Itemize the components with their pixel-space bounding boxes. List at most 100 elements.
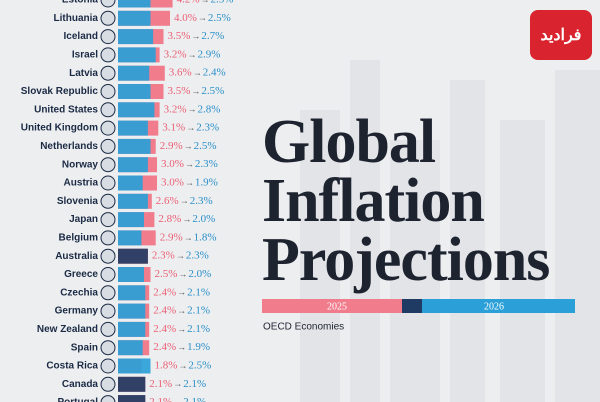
value-label: 2.1% bbox=[149, 378, 172, 390]
country-label: Austria bbox=[64, 178, 99, 189]
country-label: Belgium bbox=[59, 233, 99, 244]
flag bbox=[100, 267, 116, 282]
bar bbox=[118, 47, 156, 63]
legend-label: 2026 bbox=[484, 301, 504, 312]
flag bbox=[100, 102, 116, 118]
arrow: → bbox=[177, 342, 186, 352]
skyline bbox=[300, 60, 600, 402]
flag bbox=[100, 321, 116, 337]
value-label: 2.9% bbox=[160, 140, 183, 152]
arrow: → bbox=[201, 0, 210, 4]
arrow: → bbox=[191, 31, 200, 41]
country-label: Lithuania bbox=[54, 13, 99, 24]
value-label: 2.8% bbox=[198, 103, 221, 115]
arrow: → bbox=[182, 214, 191, 224]
value-label: 2.5% bbox=[188, 360, 211, 372]
bar bbox=[118, 395, 146, 402]
flag bbox=[100, 212, 116, 228]
arrow: → bbox=[185, 177, 194, 187]
flag bbox=[100, 376, 116, 392]
arrow: → bbox=[177, 324, 186, 334]
value-label: 3.0% bbox=[161, 177, 184, 189]
value-label: 3.5% bbox=[168, 85, 191, 97]
flag bbox=[100, 120, 116, 136]
value-label: 1.8% bbox=[155, 360, 178, 372]
country-label: Japan bbox=[69, 214, 98, 225]
value-label: 2.8% bbox=[158, 213, 181, 225]
bar bbox=[118, 65, 150, 81]
country-label: Greece bbox=[64, 269, 98, 280]
flag bbox=[100, 10, 116, 26]
flag bbox=[100, 285, 116, 301]
subtitle: OECD Economies bbox=[263, 322, 344, 333]
arrow: → bbox=[184, 141, 193, 151]
country-label: Netherlands bbox=[40, 141, 98, 152]
value-label: 2.4% bbox=[153, 341, 176, 353]
legend-swatch-2026 bbox=[412, 299, 575, 313]
value-label: 2.1% bbox=[187, 305, 210, 317]
country-label: Costa Rica bbox=[46, 361, 98, 372]
flag bbox=[100, 29, 116, 45]
value-label: 2.9% bbox=[160, 231, 183, 243]
flag bbox=[100, 84, 116, 99]
flag bbox=[100, 193, 116, 209]
bar bbox=[118, 10, 151, 26]
value-label: 3.1% bbox=[162, 122, 185, 134]
bar bbox=[118, 212, 144, 228]
country-label: Estonia bbox=[62, 0, 99, 6]
value-label: 2.3% bbox=[196, 122, 219, 134]
arrow: → bbox=[186, 122, 195, 132]
flag bbox=[100, 248, 116, 264]
legend-label: 2025 bbox=[327, 301, 347, 312]
arrow: → bbox=[177, 305, 186, 315]
arrow: → bbox=[198, 13, 207, 23]
bar bbox=[118, 175, 143, 191]
bar bbox=[118, 248, 148, 264]
country-label: Slovenia bbox=[57, 196, 99, 207]
country-label: Norway bbox=[62, 159, 99, 170]
arrow: → bbox=[193, 68, 202, 78]
value-label: 2.4% bbox=[153, 286, 176, 298]
legend-swatch-2025 bbox=[262, 299, 412, 313]
flag bbox=[100, 395, 116, 402]
bar bbox=[118, 29, 154, 45]
value-label: 2.5% bbox=[194, 140, 217, 152]
arrow: → bbox=[180, 196, 189, 206]
flag bbox=[100, 230, 116, 246]
arrow: → bbox=[191, 86, 200, 96]
bar bbox=[118, 138, 151, 154]
value-label: 4.2% bbox=[177, 0, 200, 6]
value-label: 2.6% bbox=[156, 195, 179, 207]
arrow: → bbox=[178, 360, 187, 370]
value-label: 2.1% bbox=[183, 396, 206, 402]
bar bbox=[118, 321, 146, 337]
country-label: Iceland bbox=[64, 31, 98, 42]
value-label: 2.5% bbox=[211, 0, 234, 6]
country-label: United States bbox=[34, 104, 98, 115]
bar bbox=[118, 84, 151, 99]
value-label: 2.4% bbox=[153, 323, 176, 335]
flag bbox=[100, 157, 116, 173]
value-label: 2.3% bbox=[195, 158, 218, 170]
bar bbox=[118, 157, 148, 173]
flag bbox=[100, 0, 116, 8]
flag bbox=[100, 65, 116, 81]
arrow: → bbox=[173, 379, 182, 389]
bar bbox=[118, 120, 148, 136]
arrow: → bbox=[173, 397, 182, 402]
flag bbox=[100, 138, 116, 154]
value-label: 3.6% bbox=[169, 67, 192, 79]
flag bbox=[100, 175, 116, 191]
arrow: → bbox=[188, 104, 197, 114]
bar bbox=[118, 102, 155, 118]
arrow: → bbox=[178, 269, 187, 279]
value-label: 4.0% bbox=[174, 12, 197, 24]
value-label: 1.8% bbox=[194, 231, 217, 243]
country-label: Portugal bbox=[57, 397, 98, 402]
bar bbox=[118, 0, 151, 8]
value-label: 2.5% bbox=[208, 12, 231, 24]
bar bbox=[118, 358, 151, 374]
bar bbox=[118, 376, 146, 392]
flag bbox=[100, 358, 116, 374]
value-label: 2.9% bbox=[198, 48, 221, 60]
